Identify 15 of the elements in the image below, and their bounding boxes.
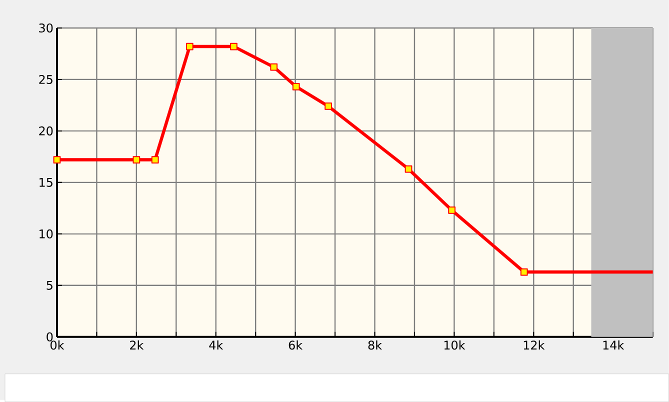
y-tick-label: 20	[39, 126, 53, 136]
y-tick-label: 5	[46, 280, 52, 290]
x-tick-label: 8k	[368, 340, 382, 350]
x-tick-label: 2k	[130, 340, 144, 350]
y-tick-label: 30	[39, 23, 53, 32]
x-tick-label: 12k	[524, 340, 545, 350]
y-tick-label: 15	[40, 178, 52, 187]
x-tick-label: 4k	[209, 340, 224, 350]
x-tick-label: 6k	[288, 340, 303, 350]
x-tick-label: 14k	[603, 340, 624, 350]
x-tick-label: 0k	[50, 340, 64, 350]
y-tick-label: 10	[40, 229, 53, 238]
y-tick-label: 0	[46, 332, 53, 342]
y-tick-label: 25	[39, 74, 52, 84]
x-tick-label: 10k	[444, 340, 466, 350]
